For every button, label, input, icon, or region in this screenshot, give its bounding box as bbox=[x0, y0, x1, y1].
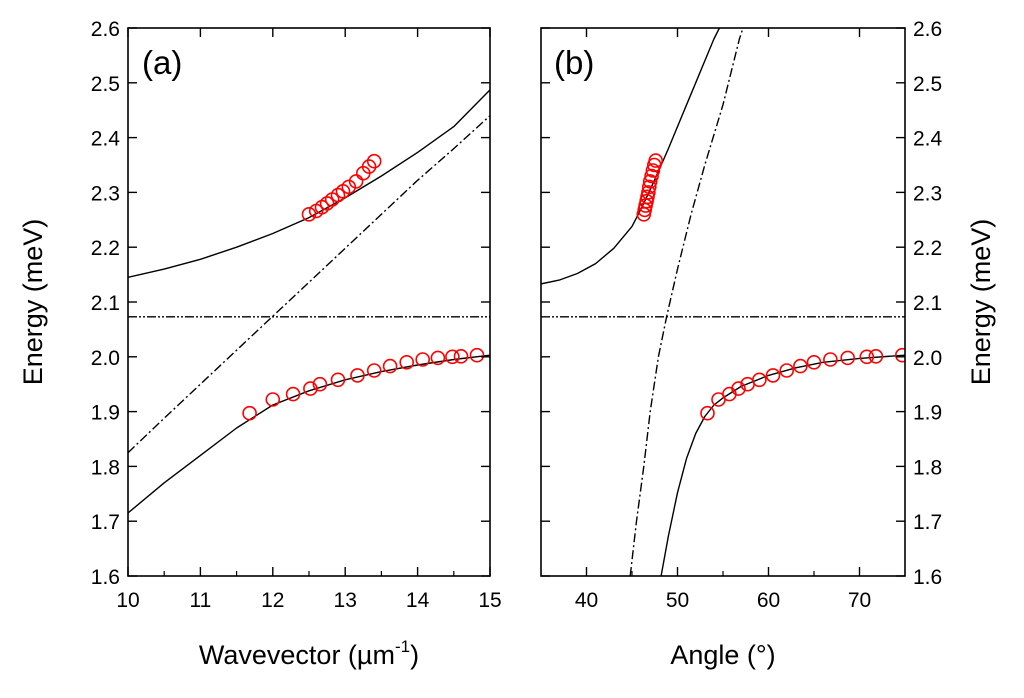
panel-a-x-tick-label-0: 10 bbox=[116, 589, 139, 612]
panel-a-x-axis-title-main: Wavevector (µm bbox=[199, 640, 395, 670]
panel-b-y-tick-label-0: 1.6 bbox=[913, 566, 942, 589]
panel-b-y-tick-label-4: 2.0 bbox=[913, 347, 942, 370]
panel-a-series-5-point-4 bbox=[312, 376, 328, 392]
panel-b-series-5-point-6 bbox=[765, 368, 781, 383]
panel-b-axes: 40 50 60 70 1.6 1.7 1.8 1.9 2.0 2.1 2.2 2.3 2.4 2.5 2.… bbox=[540, 18, 943, 612]
panel-a-series-4-point-7 bbox=[341, 179, 357, 195]
panel-b-series-4-point-11 bbox=[648, 153, 664, 168]
panel-a-series-5-point-12 bbox=[445, 349, 460, 365]
panel-a-x-tick-label-1: 11 bbox=[189, 589, 211, 612]
panel-a-series-5-point-14 bbox=[469, 347, 485, 363]
panel-b-series-5-point-10 bbox=[823, 352, 838, 367]
panel-a-series-4-point-10 bbox=[361, 159, 377, 174]
panel-b-y-tick-label-7: 2.3 bbox=[913, 182, 942, 205]
panel-b-y-tick-label-5: 2.1 bbox=[913, 292, 942, 315]
panel-a-series-5-point-0 bbox=[242, 405, 257, 421]
panel-b-x-tick-label-1: 50 bbox=[666, 589, 689, 612]
panel-b-series-1-line bbox=[660, 354, 905, 576]
panel-b-frame bbox=[540, 27, 906, 577]
panel-a-axes: 10 11 12 13 14 15 1.6 1.7 1.8 1.9 2.0 2.1 2.2 2.3 2.4 2… bbox=[91, 18, 502, 612]
panel-b-series-4-point-5 bbox=[641, 185, 656, 200]
panel-a-series-5-point-5 bbox=[330, 372, 346, 388]
panel-a-x-axis-title-close: ) bbox=[410, 640, 419, 670]
panel-b-x-tick-label-2: 60 bbox=[757, 589, 780, 612]
panel-a-series-4-point-5 bbox=[330, 187, 346, 203]
panel-a: 10 11 12 13 14 15 1.6 1.7 1.8 1.9 2.0 2.1 2.2 2.3 2.4 2… bbox=[18, 18, 502, 670]
panel-a-series-5-point-2 bbox=[285, 386, 301, 402]
panel-b-y-tick-label-2: 1.8 bbox=[913, 456, 942, 479]
panel-a-y-tick-label-6: 2.2 bbox=[91, 237, 120, 260]
panel-a-y-axis-title: Energy (meV) bbox=[18, 219, 48, 386]
panel-a-series-1-line bbox=[128, 354, 490, 514]
panel-a-series-4-point-0 bbox=[301, 207, 317, 222]
panel-b-y-tick-label-6: 2.2 bbox=[913, 237, 942, 260]
panel-b-y-tick-label-9: 2.5 bbox=[913, 73, 942, 96]
panel-b-y-axis-title: Energy (meV) bbox=[966, 219, 996, 386]
panel-a-x-axis-title-superscript: -1 bbox=[395, 637, 410, 656]
panel-a-series-2-line bbox=[128, 115, 490, 454]
panel-b-series-5-point-12 bbox=[859, 349, 875, 365]
panel-a-y-tick-label-8: 2.4 bbox=[91, 128, 121, 151]
panel-b-x-tick-label-0: 40 bbox=[575, 589, 598, 612]
panel-b-series-0-line bbox=[541, 28, 721, 285]
panel-a-y-tick-label-0: 1.6 bbox=[91, 566, 120, 589]
panel-a-series-5-point-3 bbox=[303, 381, 318, 396]
panel-a-series-5-point-11 bbox=[430, 350, 446, 366]
panel-a-series-5-point-7 bbox=[366, 363, 382, 378]
panel-a-series-4-point-11 bbox=[366, 153, 382, 169]
panel-a-y-tick-label-2: 1.8 bbox=[91, 456, 120, 479]
panel-b-series-4-point-8 bbox=[644, 168, 659, 184]
panel-a-series-5-point-8 bbox=[382, 358, 398, 374]
panel-b-series-5-point-5 bbox=[752, 372, 767, 388]
panel-a-plot-area bbox=[128, 89, 490, 514]
panel-b-series-5-point-11 bbox=[840, 350, 856, 366]
panel-b-y-tick-label-8: 2.4 bbox=[913, 128, 943, 151]
panel-a-label: (a) bbox=[142, 44, 182, 81]
panel-a-y-tick-label-1: 1.7 bbox=[91, 511, 120, 534]
panel-a-y-tick-label-10: 2.6 bbox=[91, 18, 120, 41]
panel-b-series-5-point-7 bbox=[779, 363, 795, 378]
panel-a-series-5-point-10 bbox=[415, 352, 431, 367]
panel-a-series-5-point-1 bbox=[265, 392, 281, 407]
panel-b-series-5-point-14 bbox=[895, 347, 905, 363]
panel-b-plot-area bbox=[541, 28, 905, 576]
panel-a-y-tick-label-3: 1.9 bbox=[91, 402, 120, 425]
panel-a-series-5-point-9 bbox=[399, 354, 415, 370]
panel-b-series-5-point-0 bbox=[700, 405, 715, 421]
panel-b-series-4-point-6 bbox=[641, 179, 657, 195]
panel-b-label: (b) bbox=[554, 44, 594, 81]
panel-b-x-axis-title: Angle (°) bbox=[670, 640, 775, 670]
panel-b-series-5-point-9 bbox=[806, 354, 822, 370]
panel-a-y-tick-label-5: 2.1 bbox=[91, 292, 120, 315]
panel-a-x-tick-label-2: 12 bbox=[261, 589, 284, 612]
panel-a-y-tick-label-4: 2.0 bbox=[91, 347, 120, 370]
panel-b-y-tick-label-10: 2.6 bbox=[913, 18, 942, 41]
panel-a-series-5-point-6 bbox=[350, 368, 365, 383]
panel-a-y-tick-label-7: 2.3 bbox=[91, 182, 120, 205]
panel-b-y-tick-label-3: 1.9 bbox=[913, 402, 942, 425]
panel-a-x-tick-label-3: 13 bbox=[334, 589, 357, 612]
panel-b-series-4-point-9 bbox=[645, 163, 661, 178]
panel-b-series-5-point-8 bbox=[793, 358, 808, 374]
panel-a-x-tick-label-5: 15 bbox=[478, 589, 501, 612]
panel-b-y-tick-label-1: 1.7 bbox=[913, 511, 942, 534]
panel-b-series-2-line bbox=[629, 28, 744, 576]
panel-b: 40 50 60 70 1.6 1.7 1.8 1.9 2.0 2.1 2.2 2.3 2.4 2.5 2.… bbox=[540, 18, 996, 670]
panel-a-series-5-point-13 bbox=[453, 348, 469, 364]
panel-a-frame bbox=[127, 27, 491, 577]
panel-b-series-5-point-13 bbox=[868, 348, 884, 364]
panel-a-y-tick-label-9: 2.5 bbox=[91, 73, 120, 96]
panel-a-x-tick-label-4: 14 bbox=[406, 589, 430, 612]
panel-a-series-0-line bbox=[128, 89, 490, 278]
panel-a-x-axis-title: Wavevector (µm-1) bbox=[199, 637, 419, 670]
panel-b-series-4-point-7 bbox=[642, 174, 658, 189]
panel-b-series-5-point-3 bbox=[731, 381, 746, 396]
panel-b-x-tick-label-3: 70 bbox=[848, 589, 871, 612]
panel-a-series-4-point-8 bbox=[348, 174, 364, 189]
